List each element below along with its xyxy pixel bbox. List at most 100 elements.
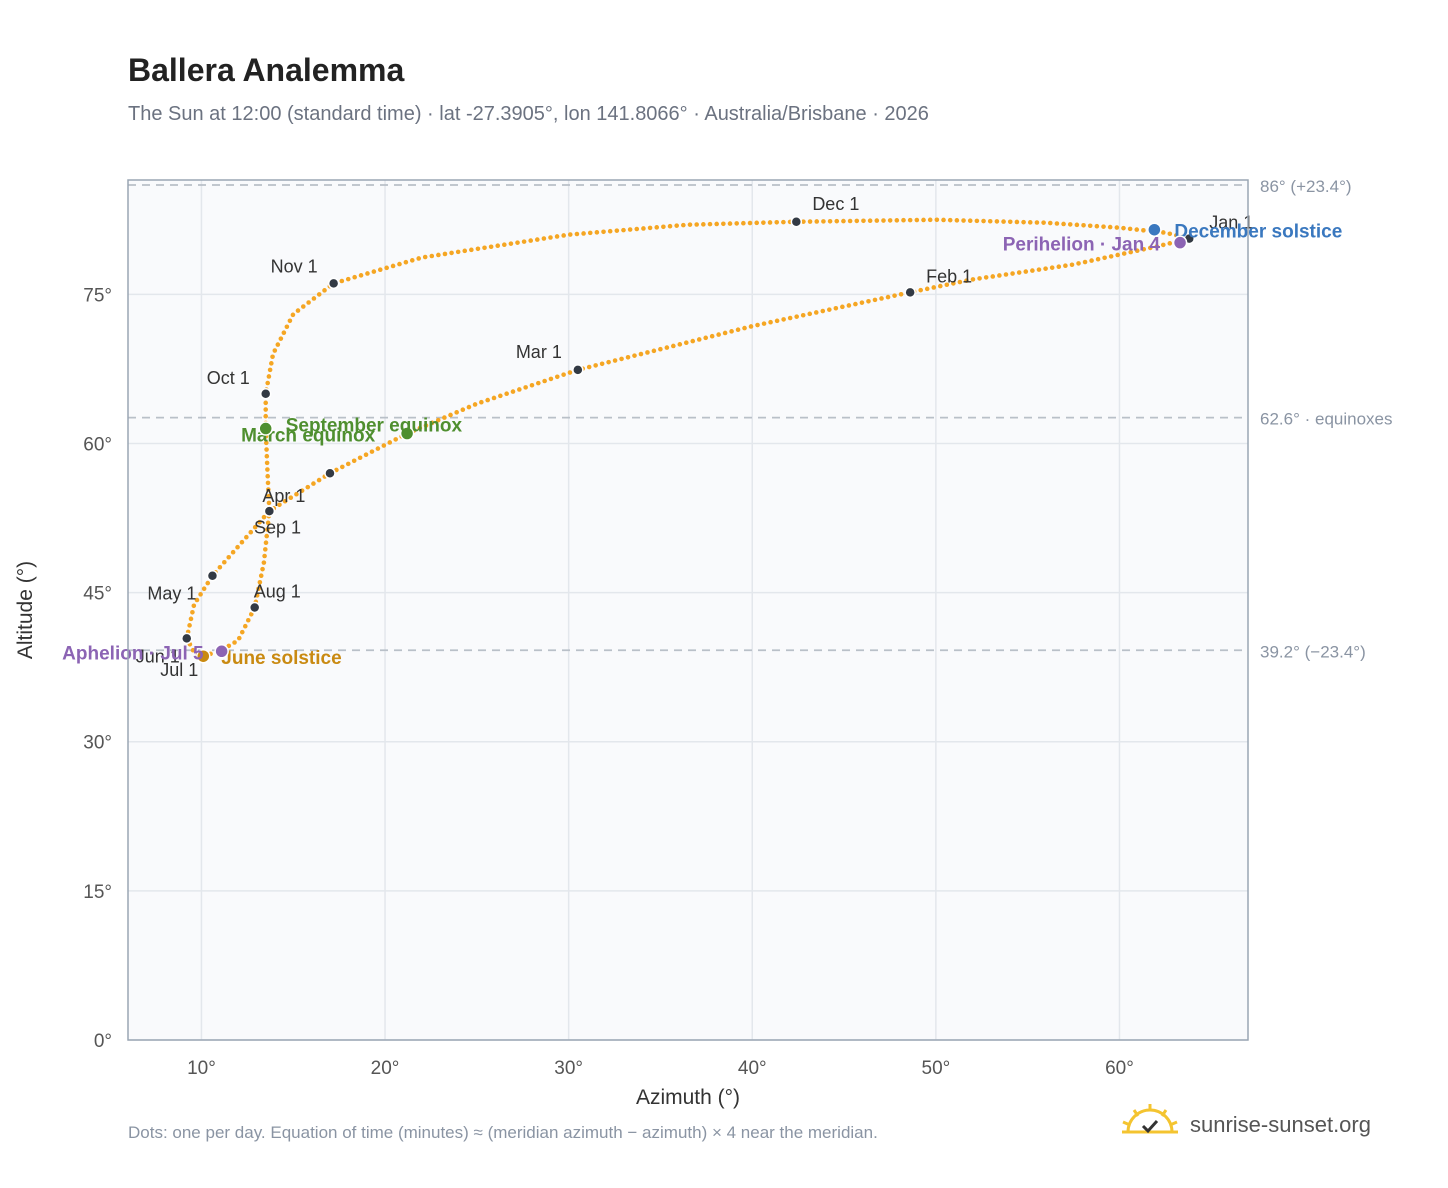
daily-dot	[1081, 222, 1086, 228]
month-label: Apr 1	[262, 486, 305, 506]
daily-dot	[377, 267, 383, 273]
daily-dot	[264, 447, 269, 452]
daily-dot	[707, 221, 713, 227]
daily-dot	[265, 380, 270, 386]
daily-dot	[261, 514, 267, 520]
daily-dot	[435, 417, 441, 423]
daily-dot	[694, 222, 699, 227]
daily-dot	[311, 296, 317, 301]
daily-dot	[384, 265, 389, 271]
daily-dot	[683, 340, 689, 345]
event-marker	[399, 426, 415, 441]
daily-dot	[1167, 241, 1173, 246]
daily-dot	[987, 218, 993, 224]
daily-dot	[311, 481, 316, 486]
daily-dot	[217, 564, 223, 570]
daily-dot	[263, 540, 269, 546]
daily-dot	[638, 351, 644, 357]
daily-dot	[244, 534, 249, 540]
daily-dot	[1121, 225, 1126, 231]
daily-dot	[265, 520, 271, 526]
daily-dot	[951, 281, 956, 286]
daily-dot	[245, 617, 251, 623]
event-marker	[214, 644, 229, 659]
daily-dot	[423, 423, 429, 428]
y-axis-label: Altitude (°)	[14, 561, 37, 659]
daily-dot	[375, 446, 381, 451]
daily-dot	[599, 361, 605, 367]
daily-dot	[957, 279, 963, 285]
daily-dot	[586, 364, 592, 370]
daily-dot	[748, 324, 754, 329]
daily-dot	[267, 367, 273, 373]
daily-dot	[345, 461, 351, 467]
daily-dot	[1147, 245, 1153, 251]
daily-dot	[1041, 220, 1046, 225]
daily-dot	[262, 553, 267, 559]
event-label: December solstice	[1174, 222, 1342, 243]
daily-dot	[264, 460, 270, 466]
daily-dot	[235, 544, 240, 550]
daily-dot	[454, 410, 459, 415]
daily-dot	[800, 312, 806, 318]
daily-dot	[322, 288, 327, 293]
month-marker	[248, 601, 261, 614]
y-tick-label: 30°	[83, 733, 112, 754]
daily-dot	[970, 277, 976, 282]
daily-dot	[627, 227, 633, 232]
daily-dot	[1010, 271, 1015, 276]
daily-dot	[961, 218, 966, 223]
daily-dot	[1107, 224, 1113, 230]
daily-dot	[263, 407, 269, 412]
event-marker	[1172, 235, 1188, 250]
x-tick-label: 40°	[738, 1058, 767, 1079]
daily-dot	[403, 259, 409, 265]
daily-dot	[239, 629, 245, 635]
brand[interactable]: sunrise-sunset.org	[1120, 1100, 1400, 1150]
x-tick-label: 50°	[922, 1058, 951, 1079]
daily-dot	[381, 443, 387, 448]
daily-dot	[270, 354, 275, 360]
daily-dot	[265, 467, 270, 472]
daily-dot	[721, 221, 726, 227]
chart-title: Ballera Analemma	[128, 52, 405, 88]
daily-dot	[833, 305, 839, 311]
daily-dot	[1027, 220, 1033, 225]
x-tick-label: 30°	[554, 1058, 583, 1079]
daily-dot	[941, 217, 946, 223]
daily-dot	[188, 616, 194, 622]
daily-dot	[997, 273, 1002, 278]
daily-dot	[295, 308, 301, 313]
daily-dot	[205, 580, 211, 586]
daily-dot	[1014, 219, 1020, 225]
event-marker	[196, 648, 211, 664]
daily-dot	[294, 491, 299, 497]
daily-dot	[742, 325, 747, 331]
daily-dot	[265, 480, 271, 486]
daily-dot	[931, 285, 937, 290]
daily-dot	[449, 250, 454, 256]
daily-dot	[275, 342, 281, 347]
daily-dot	[515, 240, 520, 245]
daily-dot	[541, 236, 547, 241]
reference-line-label: 86° (+23.4°)	[1260, 177, 1352, 196]
daily-dot	[498, 393, 503, 399]
daily-dot	[387, 440, 393, 445]
daily-dot	[479, 399, 484, 405]
daily-dot	[801, 219, 806, 224]
daily-dot	[272, 348, 278, 353]
month-marker	[327, 277, 340, 290]
daily-dot	[614, 228, 620, 233]
daily-dot	[574, 231, 580, 237]
daily-dot	[994, 219, 1000, 224]
reference-lines: 86° (+23.4°) 62.6° · equinoxes 39.2° (−23.…	[128, 177, 1393, 661]
month-label: Dec 1	[812, 194, 859, 214]
daily-dot	[709, 333, 715, 339]
daily-dot	[534, 237, 540, 242]
daily-dot	[264, 533, 270, 539]
daily-dot	[677, 342, 683, 347]
daily-dot	[248, 611, 254, 617]
daily-dot	[1089, 258, 1094, 263]
daily-dot	[466, 404, 472, 410]
daily-dot	[1108, 254, 1114, 259]
